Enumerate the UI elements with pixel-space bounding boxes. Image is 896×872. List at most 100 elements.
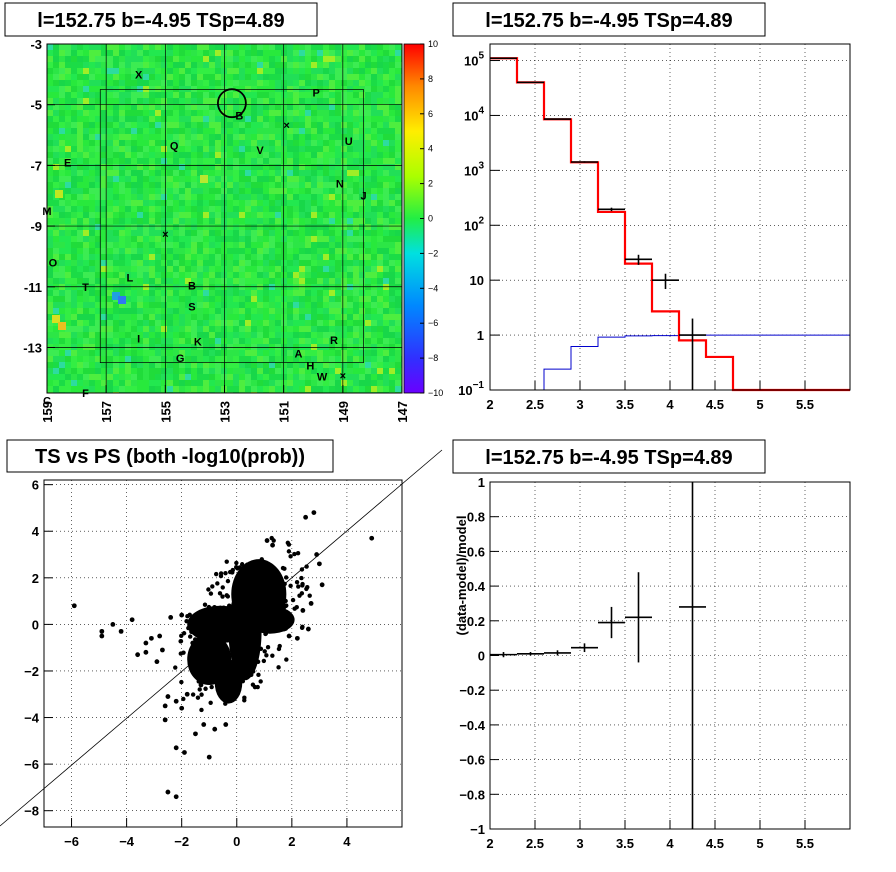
map-pixel bbox=[329, 320, 335, 326]
map-pixel bbox=[341, 104, 347, 110]
map-pixel bbox=[179, 122, 185, 128]
map-pixel bbox=[365, 230, 371, 236]
map-pixel bbox=[347, 158, 353, 164]
map-pixel bbox=[83, 236, 89, 242]
map-pixel bbox=[197, 344, 203, 350]
map-pixel bbox=[179, 146, 185, 152]
map-pixel bbox=[245, 98, 251, 104]
map-pixel bbox=[149, 74, 155, 80]
map-pixel bbox=[353, 218, 359, 224]
map-pixel bbox=[197, 80, 203, 86]
map-pixel bbox=[377, 368, 383, 374]
map-pixel bbox=[389, 182, 395, 188]
map-pixel bbox=[137, 50, 143, 56]
map-pixel bbox=[161, 182, 167, 188]
map-pixel bbox=[161, 122, 167, 128]
map-pixel bbox=[101, 50, 107, 56]
map-pixel bbox=[53, 218, 59, 224]
map-pixel bbox=[251, 326, 257, 332]
map-pixel bbox=[179, 224, 185, 230]
map-pixel bbox=[305, 104, 311, 110]
map-pixel bbox=[311, 236, 317, 242]
map-pixel bbox=[53, 380, 59, 386]
map-pixel bbox=[389, 242, 395, 248]
map-pixel bbox=[371, 194, 377, 200]
map-pixel bbox=[179, 230, 185, 236]
map-pixel bbox=[341, 194, 347, 200]
map-pixel bbox=[197, 140, 203, 146]
scatter-point bbox=[197, 687, 202, 692]
map-pixel bbox=[173, 194, 179, 200]
map-pixel bbox=[251, 308, 257, 314]
map-pixel bbox=[359, 386, 365, 392]
map-pixel bbox=[131, 176, 137, 182]
map-pixel bbox=[341, 122, 347, 128]
map-pixel bbox=[215, 338, 221, 344]
map-pixel bbox=[305, 206, 311, 212]
map-pixel bbox=[179, 356, 185, 362]
map-pixel bbox=[179, 200, 185, 206]
map-pixel bbox=[389, 254, 395, 260]
map-pixel bbox=[287, 374, 293, 380]
map-pixel bbox=[371, 170, 377, 176]
map-pixel bbox=[143, 74, 149, 80]
map-pixel bbox=[59, 62, 65, 68]
map-pixel bbox=[125, 320, 131, 326]
map-pixel bbox=[251, 266, 257, 272]
map-pixel bbox=[95, 236, 101, 242]
map-pixel bbox=[221, 224, 227, 230]
map-pixel bbox=[89, 380, 95, 386]
map-pixel bbox=[95, 230, 101, 236]
map-pixel bbox=[95, 260, 101, 266]
map-pixel bbox=[299, 206, 305, 212]
map-pixel bbox=[365, 278, 371, 284]
map-pixel bbox=[143, 278, 149, 284]
map-pixel bbox=[77, 350, 83, 356]
map-pixel bbox=[263, 122, 269, 128]
map-pixel bbox=[347, 302, 353, 308]
map-pixel bbox=[119, 350, 125, 356]
map-pixel bbox=[119, 272, 125, 278]
map-pixel bbox=[209, 158, 215, 164]
map-pixel bbox=[233, 140, 239, 146]
map-pixel bbox=[305, 176, 311, 182]
map-pixel bbox=[101, 356, 107, 362]
map-pixel bbox=[275, 230, 281, 236]
map-pixel bbox=[389, 302, 395, 308]
map-pixel bbox=[185, 188, 191, 194]
scatter-point bbox=[316, 561, 322, 567]
map-pixel bbox=[377, 86, 383, 92]
map-pixel bbox=[83, 200, 89, 206]
map-pixel bbox=[245, 158, 251, 164]
map-pixel bbox=[161, 266, 167, 272]
map-pixel bbox=[293, 236, 299, 242]
map-pixel bbox=[239, 230, 245, 236]
map-pixel bbox=[155, 242, 161, 248]
map-pixel bbox=[113, 248, 119, 254]
map-pixel bbox=[323, 170, 329, 176]
map-pixel bbox=[53, 92, 59, 98]
map-pixel bbox=[143, 356, 149, 362]
tick-exponent: −1 bbox=[473, 380, 485, 391]
map-pixel bbox=[203, 140, 209, 146]
scatter-point bbox=[294, 635, 300, 641]
map-pixel bbox=[251, 386, 257, 392]
map-pixel bbox=[191, 230, 197, 236]
map-pixel bbox=[143, 242, 149, 248]
map-pixel bbox=[101, 44, 107, 50]
map-pixel bbox=[167, 338, 173, 344]
map-pixel bbox=[275, 296, 281, 302]
map-pixel bbox=[365, 182, 371, 188]
map-pixel bbox=[305, 254, 311, 260]
map-pixel bbox=[95, 158, 101, 164]
map-pixel bbox=[371, 218, 377, 224]
map-pixel bbox=[77, 242, 83, 248]
map-pixel bbox=[155, 164, 161, 170]
map-pixel bbox=[191, 56, 197, 62]
map-pixel bbox=[257, 122, 263, 128]
map-pixel bbox=[101, 314, 107, 320]
map-pixel bbox=[173, 44, 179, 50]
map-pixel bbox=[65, 116, 71, 122]
map-pixel bbox=[239, 44, 245, 50]
map-pixel bbox=[203, 320, 209, 326]
